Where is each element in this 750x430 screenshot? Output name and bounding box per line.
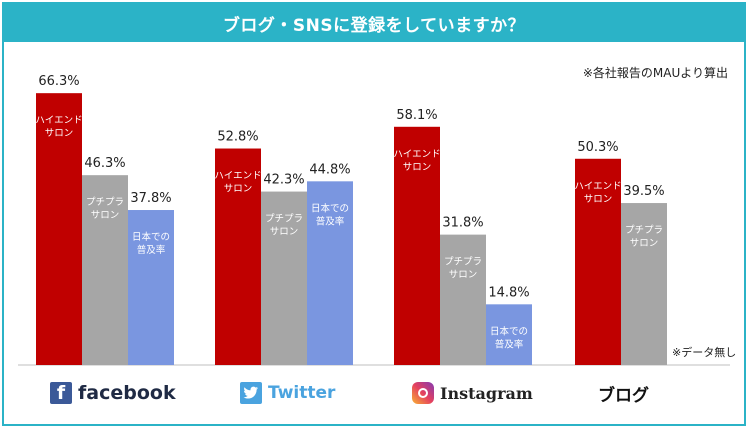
value-label-puchipura-0: 46.3% (84, 156, 125, 171)
platform-label-instagram: Instagram (440, 383, 533, 403)
bar-high-end-3 (575, 158, 621, 365)
bar-series-label-japan-1: 日本での普及率 (311, 202, 349, 227)
value-label-high-end-3: 50.3% (577, 140, 618, 155)
bar-japan-0 (128, 210, 174, 365)
value-label-puchipura-3: 39.5% (623, 184, 664, 199)
bar-series-label-japan-2: 日本での普及率 (490, 325, 528, 350)
platform-blog: ブログ (598, 376, 649, 410)
platform-instagram: Instagram (412, 376, 533, 410)
value-label-japan-0: 37.8% (130, 191, 171, 206)
bar-series-label-puchipura-3: プチプラサロン (625, 225, 663, 249)
bar-high-end-1 (215, 148, 261, 365)
platform-twitter: Twitter (240, 376, 335, 410)
value-label-high-end-1: 52.8% (217, 130, 258, 145)
value-label-high-end-0: 66.3% (38, 74, 79, 89)
bar-puchipura-1 (261, 191, 307, 365)
bar-puchipura-3 (621, 203, 667, 365)
platform-label-blog: ブログ (598, 385, 649, 406)
bar-puchipura-2 (440, 234, 486, 365)
facebook-icon: f (50, 382, 72, 404)
bar-series-label-puchipura-2: プチプラサロン (444, 257, 482, 281)
bar-japan-1 (307, 181, 353, 365)
no-data-note: ※データ無し (672, 345, 736, 359)
bar-series-label-high-end-0: ハイエンドサロン (35, 115, 82, 139)
value-label-puchipura-1: 42.3% (263, 173, 304, 188)
twitter-icon (240, 382, 262, 404)
value-label-high-end-2: 58.1% (396, 108, 437, 123)
platform-label-twitter: Twitter (268, 383, 336, 403)
bar-high-end-0 (36, 93, 82, 366)
bar-series-label-high-end-2: ハイエンドサロン (393, 149, 440, 173)
source-note: ※各社報告のMAUより算出 (582, 66, 728, 80)
value-label-puchipura-2: 31.8% (442, 216, 483, 231)
bar-series-label-high-end-3: ハイエンドサロン (574, 181, 621, 205)
platform-label-facebook: facebook (78, 382, 176, 404)
bar-series-label-high-end-1: ハイエンドサロン (214, 171, 261, 195)
platform-facebook: f facebook (50, 376, 176, 410)
bar-series-label-puchipura-1: プチプラサロン (265, 214, 303, 238)
bar-series-label-puchipura-0: プチプラサロン (86, 197, 124, 221)
chart-title: ブログ・SNSに登録をしていますか？ (4, 4, 744, 42)
bar-japan-2 (486, 304, 532, 365)
instagram-icon (412, 382, 434, 404)
bar-puchipura-0 (82, 175, 128, 365)
value-label-japan-1: 44.8% (309, 162, 350, 177)
bar-series-label-japan-0: 日本での普及率 (132, 231, 170, 256)
value-label-japan-2: 14.8% (488, 285, 529, 300)
bar-high-end-2 (394, 126, 440, 365)
